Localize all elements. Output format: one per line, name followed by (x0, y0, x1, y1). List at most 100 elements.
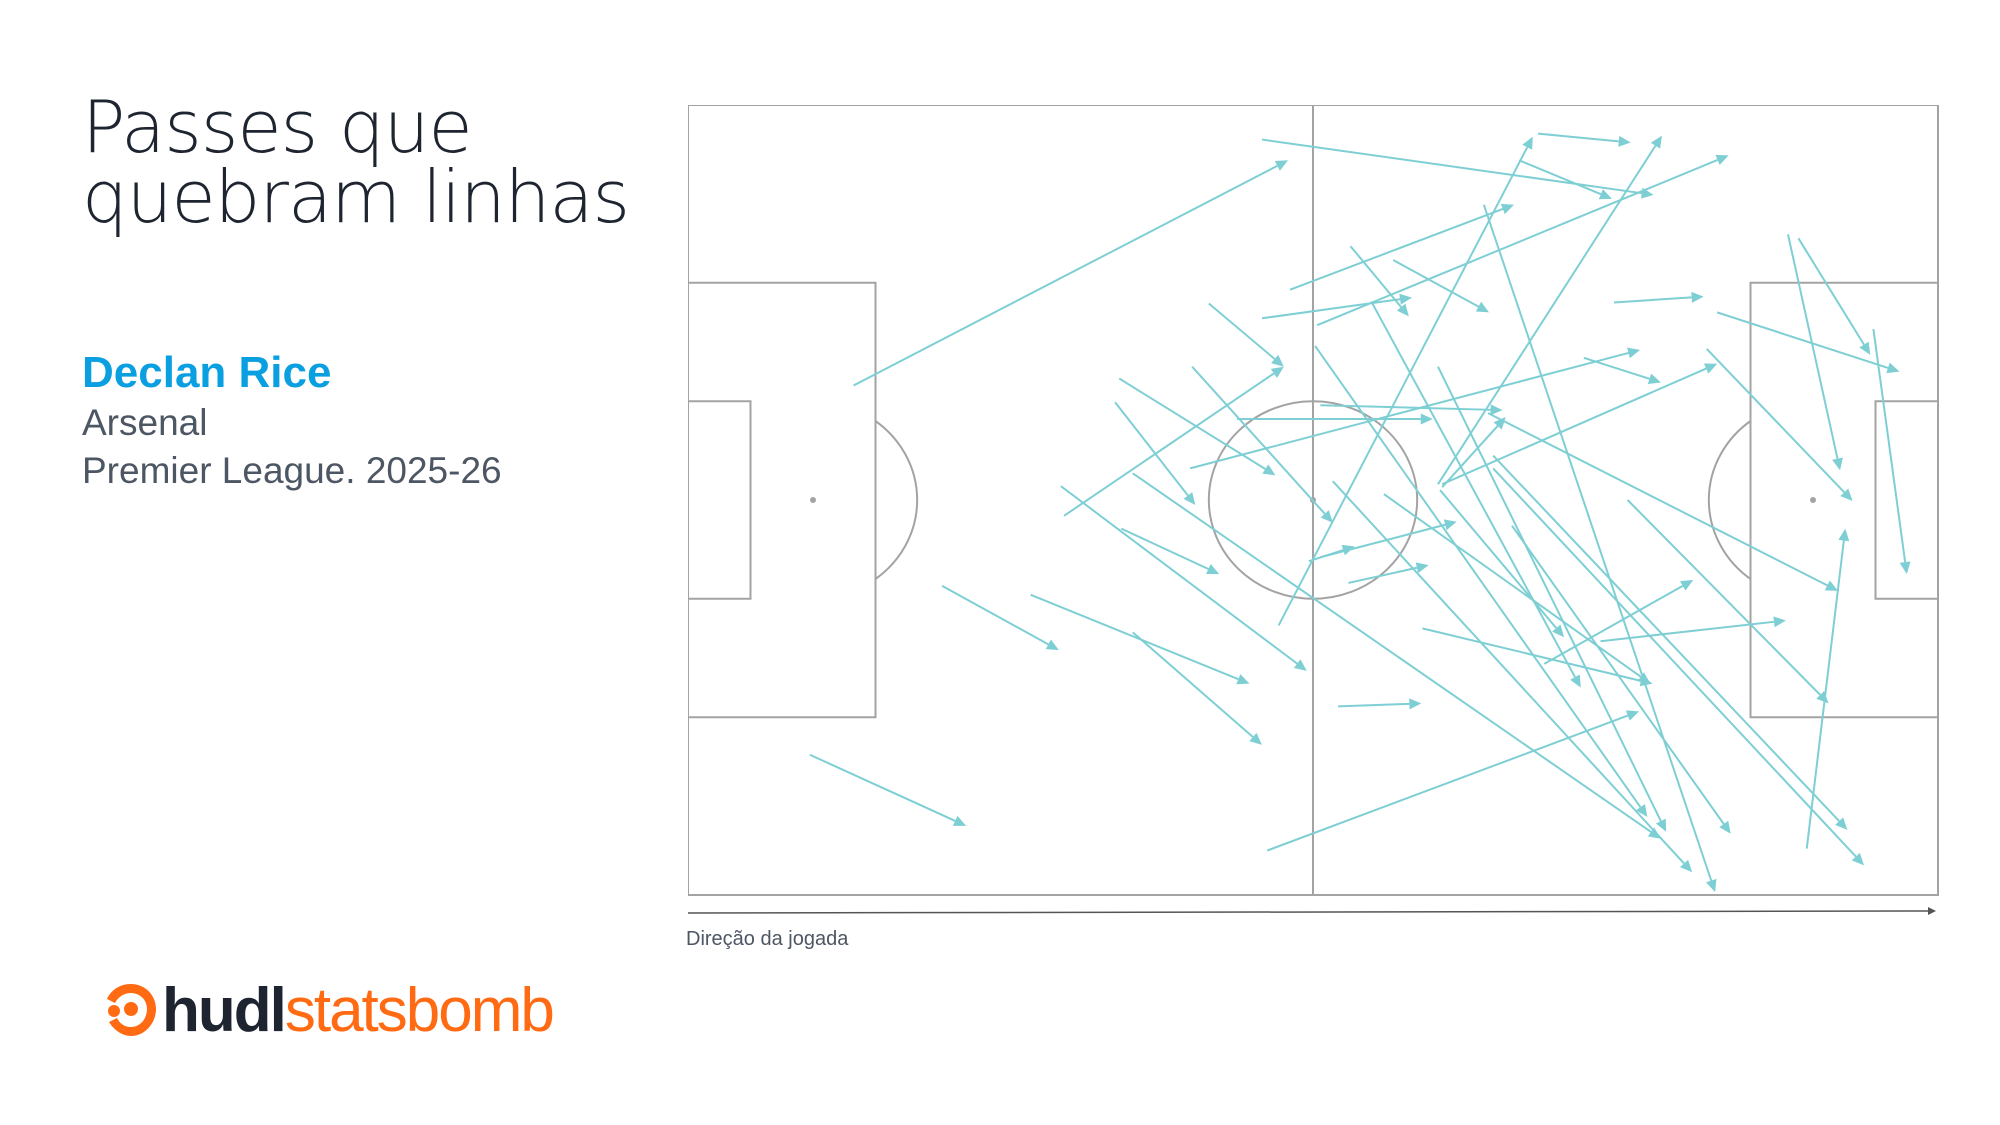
pass-line (1120, 527, 1209, 570)
pass-line (1114, 401, 1189, 497)
pass-line (1030, 593, 1239, 681)
pass-line (1787, 234, 1839, 459)
pass-arrowhead (1832, 457, 1843, 471)
pass-arrowhead (1500, 203, 1515, 215)
left-six-yard-box (688, 400, 752, 600)
pass-arrowhead (1835, 817, 1848, 830)
logo-text-statsbomb: statsbomb (284, 976, 555, 1045)
pass-line (1437, 366, 1662, 822)
pass-line (1370, 301, 1576, 678)
pass-arrowhead (1206, 564, 1220, 575)
pass-line (1537, 132, 1619, 143)
pass-line (1261, 138, 1642, 195)
right-penalty-spot (1810, 497, 1816, 503)
pass-line (1492, 454, 1840, 822)
pass-arrowhead (1859, 341, 1871, 355)
direction-arrow-line (688, 910, 1931, 914)
pass-arrowhead (1635, 804, 1648, 817)
pass-line (1805, 540, 1845, 849)
pass-arrowhead (1639, 675, 1653, 687)
pass-line (1492, 467, 1857, 858)
pass-arrowhead (1625, 710, 1640, 721)
pass-arrowhead (1274, 160, 1288, 171)
pass-arrowhead (1703, 363, 1718, 374)
pass-line (1320, 404, 1491, 411)
pass-line (1261, 298, 1401, 320)
pass-line (1060, 485, 1298, 665)
pass-arrowhead (1655, 818, 1667, 832)
title-line-1: Passes que (82, 85, 473, 169)
pass-line (1716, 311, 1889, 369)
pass-arrowhead (1650, 135, 1662, 149)
pass-arrowhead (1824, 580, 1838, 591)
pass-arrowhead (1627, 347, 1641, 359)
direction-arrow-head (1928, 907, 1936, 915)
pass-arrowhead (1262, 464, 1276, 476)
pass-line (1191, 366, 1326, 515)
pass-arrowhead (1236, 674, 1250, 685)
pass-arrowhead (1886, 362, 1900, 374)
pass-arrowhead (1680, 579, 1694, 591)
pass-line (1208, 302, 1276, 360)
pass-arrowhead (1598, 189, 1612, 200)
pass-line (809, 753, 956, 822)
pass-arrowhead (1399, 293, 1412, 305)
pass-line (1437, 145, 1657, 485)
pass-line (1349, 245, 1402, 308)
pass-arrowhead (1899, 561, 1911, 575)
pass-arrowhead (1320, 510, 1333, 523)
pass-arrowhead (1493, 417, 1506, 430)
pass-arrowhead (1415, 562, 1429, 574)
pass-line (1132, 631, 1254, 738)
pass-line (941, 585, 1049, 646)
pass-arrowhead (1838, 528, 1850, 542)
pass-line (1277, 146, 1529, 626)
pass-line (1266, 714, 1629, 852)
pass-arrowhead (1647, 373, 1661, 385)
pass-line (1441, 367, 1707, 486)
pass-arrowhead (1270, 366, 1284, 378)
pass-line (1543, 585, 1684, 665)
left-penalty-arc (874, 420, 919, 580)
pass-arrowhead (1490, 404, 1503, 416)
pass-line (1063, 372, 1275, 517)
pass-line (853, 164, 1278, 387)
pass-line (1422, 627, 1642, 682)
statsbomb-logo-icon (107, 983, 156, 1036)
pitch-pass-map (688, 105, 1939, 915)
pass-line (1439, 489, 1558, 629)
left-penalty-spot (810, 497, 816, 503)
pass-line (1320, 523, 1446, 559)
pass-line (1289, 208, 1504, 291)
pass-line (1583, 356, 1650, 380)
chart-title: Passes que quebram linhas (82, 85, 630, 239)
pass-arrowhead (1045, 639, 1059, 651)
pass-arrowhead (1773, 616, 1786, 628)
pass-arrowhead (1396, 303, 1409, 317)
title-line-2: quebram linhas (82, 155, 630, 239)
pass-line (1189, 351, 1629, 470)
pass-line (1600, 620, 1775, 643)
pass-arrowhead (1443, 519, 1457, 531)
pass-line (1706, 348, 1845, 494)
pass-line (1392, 259, 1479, 308)
right-six-yard-box (1874, 400, 1939, 600)
pass-line (1626, 499, 1821, 696)
pass-arrowhead (1183, 492, 1196, 505)
left-penalty-box (688, 281, 877, 719)
pass-arrowhead (1706, 878, 1717, 893)
pass-line (1118, 377, 1266, 470)
pass-arrowhead (1271, 354, 1284, 367)
pass-arrowhead (1719, 820, 1731, 834)
pass-arrowhead (1679, 859, 1693, 873)
pass-arrowhead (1522, 136, 1533, 150)
pass-line (1332, 480, 1685, 865)
logo-text-hudl: hudl (162, 976, 287, 1045)
pass-arrowhead (1249, 732, 1262, 745)
pass-arrowhead (1715, 154, 1729, 166)
pass-arrowhead (1691, 291, 1704, 303)
right-penalty-arc (1707, 420, 1752, 580)
pass-line (1613, 296, 1692, 304)
pass-line (1482, 204, 1713, 881)
pass-arrowhead (1840, 488, 1853, 501)
